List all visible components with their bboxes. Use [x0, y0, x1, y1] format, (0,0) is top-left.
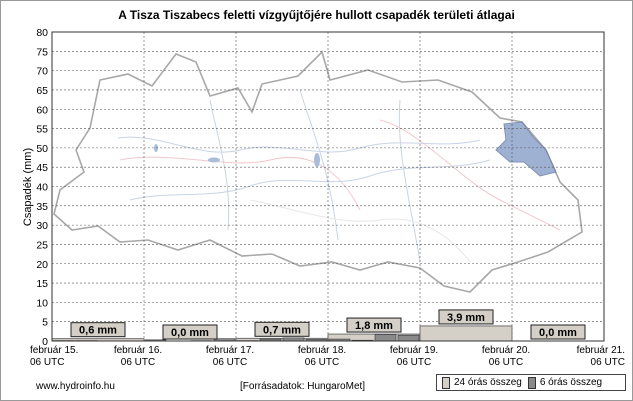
y-tick-label: 45	[36, 162, 48, 174]
lake-shape	[208, 157, 220, 163]
legend-label-24h: 24 órás összeg	[454, 377, 522, 388]
river-line	[299, 89, 339, 241]
legend-label-6h: 6 órás összeg	[539, 377, 603, 388]
lake-shape	[314, 153, 320, 167]
data-label: 0,6 mm	[79, 325, 117, 337]
y-tick-label: 35	[36, 201, 48, 213]
x-tick-date: február 21.	[577, 345, 625, 356]
border-line	[249, 199, 471, 263]
x-tick-date: február 15.	[30, 345, 78, 356]
x-tick-date: február 20.	[482, 345, 530, 356]
y-tick-label: 65	[36, 85, 48, 97]
x-tick-date: február 16.	[114, 345, 162, 356]
basin-map-image	[53, 50, 583, 293]
x-tick-date: február 17.	[206, 345, 254, 356]
y-tick-label: 50	[36, 143, 48, 155]
data-label-box	[70, 322, 126, 338]
data-label: 1,8 mm	[355, 320, 393, 332]
x-tick-date: február 19.	[390, 345, 438, 356]
highlighted-subbasin	[495, 121, 557, 177]
data-labels: 0,6 mm 0,0 mm 0,7 mm 1,8 mm 3,9 mm 0,0 mm	[70, 309, 586, 340]
basin-outline	[53, 50, 583, 293]
legend-swatch-24h	[442, 376, 450, 389]
border-line	[119, 156, 361, 211]
data-label-box	[530, 324, 586, 340]
y-tick-label: 15	[36, 278, 48, 290]
river-line	[117, 136, 481, 153]
y-tick-label: 80	[36, 27, 48, 39]
chart-title: A Tisza Tiszabecs feletti vízgyűjtőjére …	[118, 8, 515, 22]
x-tick-time: 06 UTC	[489, 357, 523, 368]
y-tick-label: 0	[42, 336, 48, 348]
y-tick-labels: 0 5 10 15 20 25 30 35 40 45 50 55 60 65 70 75 80	[36, 27, 48, 348]
legend-swatch-6h	[527, 376, 536, 389]
bar-24h	[419, 325, 513, 342]
data-label: 0,0 mm	[171, 327, 209, 339]
data-label: 3,9 mm	[447, 312, 485, 324]
x-tick-time: 06 UTC	[305, 357, 339, 368]
x-tick-time: 06 UTC	[397, 357, 431, 368]
y-tick-label: 75	[36, 46, 48, 58]
data-source-label: [Forrásadatok: HungaroMet]	[240, 381, 366, 392]
legend-item-24h: 24 órás összeg	[442, 376, 522, 389]
data-label: 0,0 mm	[539, 327, 577, 339]
legend-item-6h: 6 órás összeg	[527, 376, 603, 389]
river-line	[209, 99, 230, 231]
source-site-label[interactable]: www.hydroinfo.hu	[36, 381, 115, 392]
x-tick-time: 06 UTC	[121, 357, 155, 368]
y-tick-label: 40	[36, 182, 48, 194]
data-label-box	[346, 317, 402, 333]
plot-border	[51, 31, 605, 342]
y-tick-label: 20	[36, 259, 48, 271]
y-tick-label: 60	[36, 104, 48, 116]
data-label-box	[254, 321, 310, 337]
y-tick-label: 30	[36, 220, 48, 232]
data-label-box	[438, 309, 494, 325]
y-tick-label: 5	[42, 317, 48, 329]
x-tick-time: 06 UTC	[30, 357, 64, 368]
y-tick-label: 55	[36, 124, 48, 136]
x-tick-time: 06 UTC	[591, 357, 625, 368]
grid-lines	[52, 32, 604, 341]
x-tick-date: február 18.	[298, 345, 346, 356]
bar-6h	[397, 334, 420, 342]
river-line	[398, 99, 421, 263]
y-tick-label: 70	[36, 66, 48, 78]
bars-24h	[51, 325, 513, 342]
border-line	[379, 119, 561, 231]
bar-6h	[374, 334, 397, 342]
data-label-box	[162, 324, 218, 340]
legend: 24 órás összeg 6 órás összeg	[436, 374, 626, 391]
y-axis-label: Csapadék (mm)	[22, 148, 34, 226]
y-tick-label: 10	[36, 297, 48, 309]
x-tick-time: 06 UTC	[213, 357, 247, 368]
y-tick-label: 25	[36, 239, 48, 251]
data-label: 0,7 mm	[263, 324, 301, 336]
